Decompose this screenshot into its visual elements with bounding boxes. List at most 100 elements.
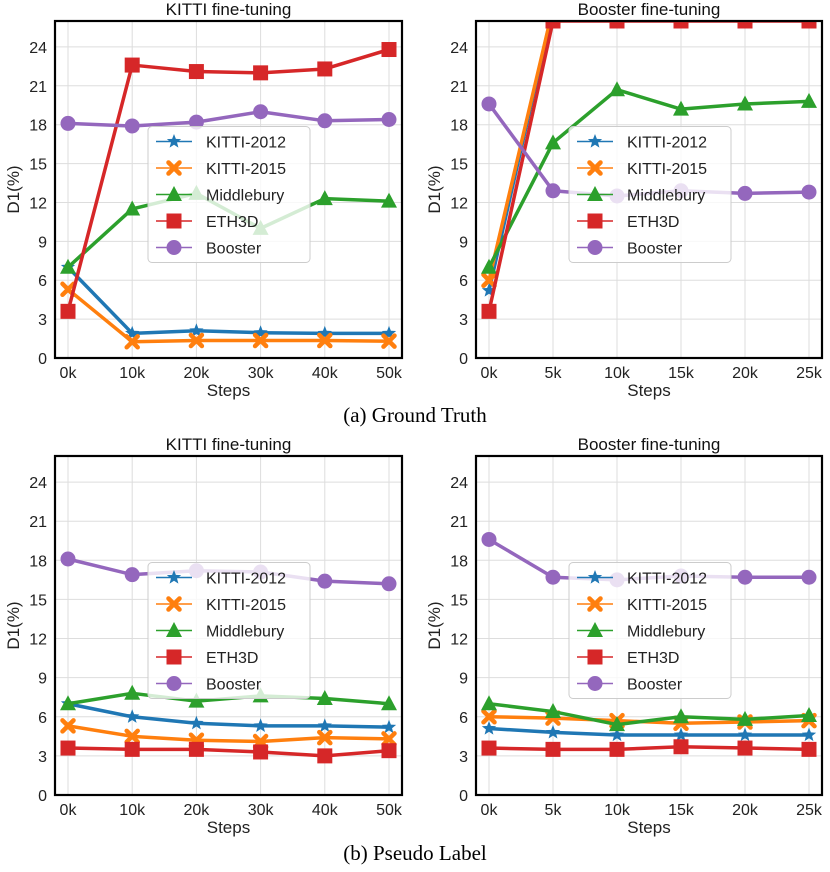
y-tick-label: 3 [38,749,47,766]
data-point-booster [253,104,269,120]
data-point-middlebury [737,710,753,726]
data-point-booster [317,113,333,129]
y-tick-label: 21 [450,79,468,96]
legend-item-eth3d: ETH3D [577,213,679,231]
data-point-eth3d [381,743,397,759]
legend-marker-eth3d [587,649,603,665]
data-point-eth3d [801,21,817,29]
data-point-kitti-2012 [737,727,753,742]
y-tick-label: 24 [29,475,47,492]
data-point-middlebury [545,703,561,719]
x-tick-label: 15k [668,802,695,819]
data-point-kitti-2012 [801,727,817,742]
legend-label: KITTI-2012 [206,571,286,588]
x-tick-label: 20k [732,365,759,382]
data-point-eth3d [60,740,76,756]
data-point-middlebury [673,100,689,116]
axes-frame [53,19,404,360]
data-point-kitti-2012 [545,724,561,739]
data-point-eth3d [737,21,753,29]
data-point-kitti-2015 [481,272,497,288]
x-tick-label: 5k [545,365,563,382]
data-point-middlebury [124,684,141,700]
y-tick-label: 12 [29,195,47,212]
y-axis-label: D1(%) [4,601,23,649]
data-point-eth3d [253,744,269,760]
series-line-eth3d [66,47,390,312]
x-tick-label: 0k [481,365,499,382]
data-point-kitti-2015 [252,332,269,349]
legend-label: Middlebury [206,188,284,205]
legend-marker-kitti-2012 [587,134,603,148]
legend-label: ETH3D [627,214,679,231]
legend-label: KITTI-2012 [627,135,707,152]
series-line-middlebury [487,87,810,269]
y-tick-label: 6 [38,710,47,727]
y-tick-label: 9 [38,671,47,688]
legend-item-booster: Booster [156,676,262,694]
legend-box [568,562,732,699]
legend-marker-eth3d [587,213,603,229]
data-point-middlebury [609,716,625,732]
legend-marker-kitti-2012 [166,134,182,148]
data-point-middlebury [481,695,497,711]
legend-label: Booster [206,677,262,694]
data-point-kitti-2012 [381,325,397,340]
data-point-booster [60,115,76,131]
legend-label: ETH3D [206,214,258,231]
y-axis-label: D1(%) [4,165,23,213]
legend-label: KITTI-2015 [206,161,286,178]
legend: KITTI-2012 KITTI-2015 Middlebury ETH3D Boost… [147,126,311,263]
caption-pseudo-label: (b) Pseudo Label [343,841,487,865]
legend-marker-middlebury [166,186,182,201]
x-tick-label: 40k [312,802,339,819]
data-point-kitti-2012 [802,1,816,15]
data-point-kitti-2015 [481,709,497,725]
data-point-booster [545,569,561,585]
data-point-eth3d [124,741,140,757]
data-point-kitti-2015 [317,729,333,746]
data-point-booster [188,114,204,130]
axes-frame [474,19,824,360]
data-point-kitti-2012 [125,709,140,723]
legend-marker-kitti-2015 [587,596,603,612]
x-tick-label: 0k [60,365,78,382]
data-point-middlebury [801,92,817,108]
data-point-middlebury [188,692,205,708]
legend-box [147,126,311,263]
data-point-kitti-2015 [381,333,397,349]
y-tick-label: 21 [29,79,47,96]
data-point-eth3d [188,741,204,757]
legend-marker-middlebury [587,622,603,637]
y-axis-label: D1(%) [425,165,444,213]
legend-item-kitti-2012: KITTI-2012 [577,570,707,588]
chart-title: KITTI fine-tuning [166,0,292,19]
legend-marker-kitti-2012 [587,570,603,584]
data-point-middlebury [481,258,497,274]
data-point-booster [737,569,753,585]
data-point-eth3d [253,65,269,81]
data-point-kitti-2015 [188,332,205,349]
series-line-kitti-2012 [66,266,389,336]
data-point-booster [481,96,497,112]
legend-item-kitti-2012: KITTI-2012 [577,134,707,152]
data-point-kitti-2015 [124,728,140,745]
data-point-middlebury [316,190,333,206]
y-tick-label: 15 [450,592,468,609]
data-point-eth3d [737,740,753,756]
legend-marker-kitti-2012 [166,570,182,584]
y-tick-label: 24 [450,40,468,57]
y-tick-label: 6 [459,710,468,727]
series-line-kitti-2015 [66,287,390,344]
legend-item-middlebury: Middlebury [577,622,705,641]
series-line-middlebury [488,701,810,727]
x-tick-label: 25k [796,802,823,819]
data-point-booster [481,531,497,547]
data-point-kitti-2012 [481,721,497,735]
y-tick-label: 18 [29,553,47,570]
x-tick-label: 15k [668,365,695,382]
y-tick-label: 24 [29,40,47,57]
legend-label: KITTI-2015 [627,161,707,178]
x-axis-label: Steps [627,381,670,400]
